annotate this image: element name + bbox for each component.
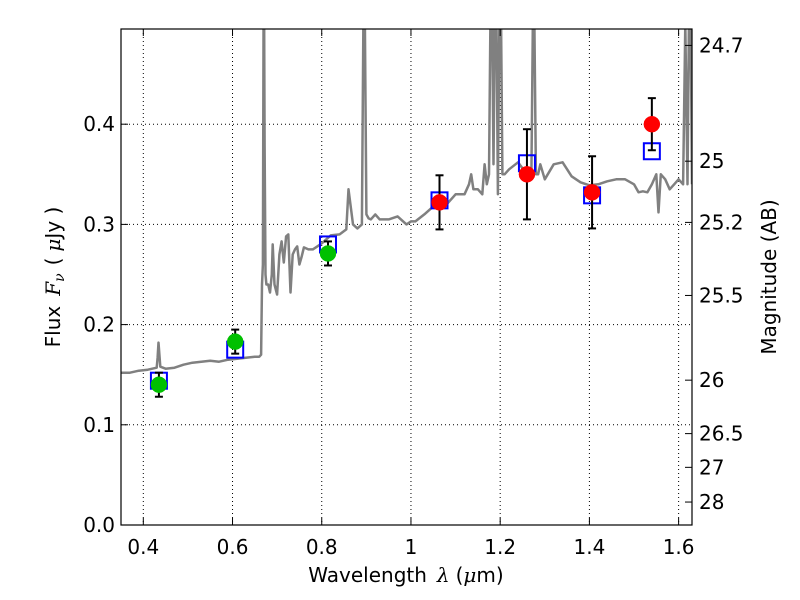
mag-tick-label: 25.5: [699, 283, 744, 307]
grid-lines: [121, 29, 692, 525]
x-tick-label: 0.4: [127, 535, 159, 559]
observed-point: [226, 333, 244, 350]
plot-area: [121, 29, 692, 398]
y-tick-label: 0.0: [83, 513, 115, 537]
x-tick-label: 1.6: [663, 535, 695, 559]
observed-point: [150, 376, 168, 393]
y-axis-label: FluxFν(μJy ): [41, 207, 68, 348]
y-tick-label: 0.1: [83, 413, 115, 437]
y-tick-label: 0.2: [83, 313, 115, 337]
x-tick-label: 1.4: [573, 535, 605, 559]
mag-tick-label: 25.2: [699, 210, 744, 234]
axis-ticks: 0.4 0.6 0.8 1 1.2 1.4 1.6 0.0 0.1 0.2 0.3 0.4 24.7 25…: [83, 29, 744, 559]
y-tick-label: 0.3: [83, 212, 115, 236]
x-tick-label: 0.8: [306, 535, 338, 559]
observed-point: [319, 245, 337, 262]
plot-frame: [120, 28, 693, 526]
mag-tick-label: 27: [699, 455, 724, 479]
x-axis-label: Wavelength λ (μm): [308, 563, 503, 587]
x-tick-label: 1.2: [484, 535, 516, 559]
mag-tick-label: 24.7: [699, 33, 744, 57]
x-tick-label: 1: [405, 535, 418, 559]
observed-point: [518, 166, 536, 183]
spectrum-line: [121, 29, 692, 374]
mag-tick-label: 26.5: [699, 422, 744, 446]
mag-tick-label: 26: [699, 368, 724, 392]
y-tick-label: 0.4: [83, 112, 115, 136]
mag-tick-label: 25: [699, 149, 724, 173]
right-axis-label: Magnitude (AB): [757, 199, 781, 354]
mag-tick-label: 28: [699, 490, 724, 514]
observed-point: [431, 194, 448, 211]
x-tick-label: 0.6: [217, 535, 249, 559]
observed-point: [643, 115, 661, 133]
observed-point: [583, 184, 601, 201]
